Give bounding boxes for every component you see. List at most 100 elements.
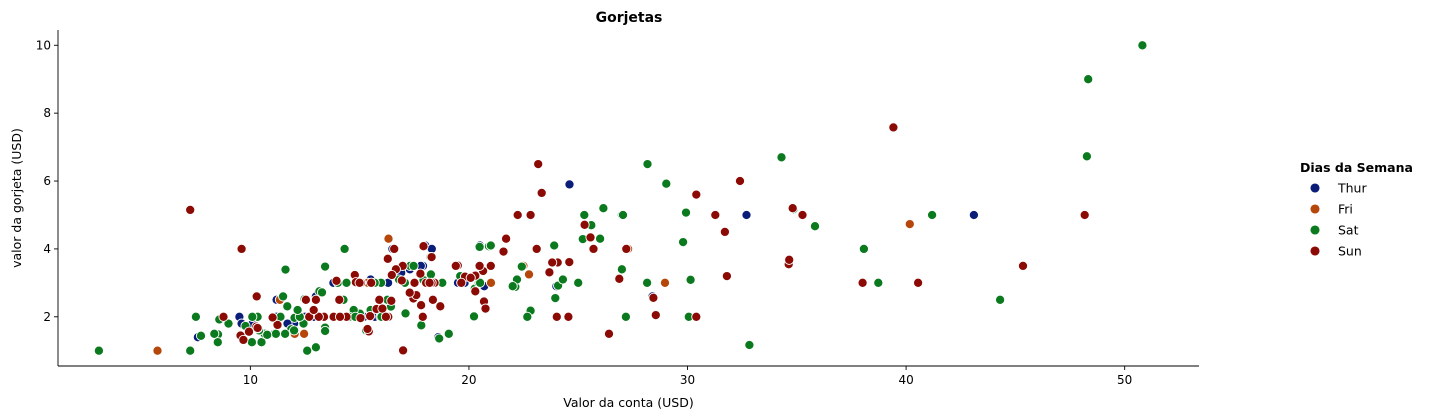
point-sun-82 xyxy=(480,303,491,314)
point-sat-40 xyxy=(995,294,1006,305)
point-sat-36 xyxy=(579,209,590,221)
point-sun-67 xyxy=(334,294,345,305)
point-sat-107 xyxy=(246,337,257,348)
point-sun-95 xyxy=(784,254,795,265)
x-axis-label: Valor da conta (USD) xyxy=(563,395,693,410)
legend-title: Dias da Semana xyxy=(1300,160,1413,175)
point-sun-80 xyxy=(648,292,659,303)
legend-label-sun: Sun xyxy=(1338,244,1362,259)
points-layer xyxy=(93,40,1148,356)
point-sun-25 xyxy=(416,300,427,311)
point-thur-38 xyxy=(564,179,575,190)
legend-marker-fri xyxy=(1309,203,1321,215)
point-sun-69 xyxy=(719,226,730,237)
point-fri-8 xyxy=(485,277,497,288)
point-sun-105 xyxy=(374,294,385,305)
point-sat-116 xyxy=(1083,74,1094,85)
point-sat-41 xyxy=(516,261,527,272)
point-sun-89 xyxy=(409,277,420,288)
point-sun-47 xyxy=(734,175,746,187)
point-sat-88 xyxy=(642,277,653,288)
x-tick-label-3: 40 xyxy=(898,373,913,387)
point-sun-46 xyxy=(512,209,523,221)
point-sun-5 xyxy=(579,219,590,230)
point-sun-54 xyxy=(585,232,596,243)
point-sun-90 xyxy=(236,243,247,254)
point-sat-100 xyxy=(316,287,328,298)
point-sun-56 xyxy=(857,277,868,288)
point-sun-106 xyxy=(485,260,496,271)
point-sun-107 xyxy=(308,304,319,316)
point-sat-73 xyxy=(212,337,223,348)
point-sun-15 xyxy=(498,246,509,257)
point-sat-121 xyxy=(573,277,584,288)
point-sat-114 xyxy=(416,320,427,331)
point-sun-93 xyxy=(531,243,542,254)
legend-label-fri: Fri xyxy=(1338,202,1353,217)
point-sun-87 xyxy=(551,311,562,322)
point-fri-2 xyxy=(152,345,163,356)
x-ticks: 10 20 30 40 50 xyxy=(243,366,1132,387)
point-sat-122 xyxy=(595,233,606,244)
point-sun-94 xyxy=(1017,260,1029,271)
point-sun-21 xyxy=(470,286,481,297)
legend-label-sat: Sat xyxy=(1338,223,1359,238)
point-sun-91 xyxy=(380,311,391,322)
point-sun-63 xyxy=(426,252,437,263)
point-sun-62 xyxy=(267,312,278,323)
point-sat-110 xyxy=(809,221,821,232)
point-sun-97 xyxy=(450,260,461,271)
point-sat-23 xyxy=(1081,151,1092,162)
point-sun-101 xyxy=(424,277,435,288)
point-sat-137 xyxy=(278,291,289,302)
point-sun-34 xyxy=(415,268,426,279)
point-sun-7 xyxy=(614,273,625,284)
point-sun-37 xyxy=(396,275,407,286)
point-sat-51 xyxy=(550,293,561,304)
point-fri-0 xyxy=(659,277,671,288)
point-fri-4 xyxy=(523,269,535,280)
point-sat-78 xyxy=(408,260,419,271)
point-sat-125 xyxy=(475,277,486,288)
point-fri-3 xyxy=(383,233,394,244)
y-ticks: 2 4 6 8 10 xyxy=(36,38,58,324)
point-sat-145 xyxy=(507,281,518,292)
point-sun-78 xyxy=(366,277,377,288)
point-sat-54 xyxy=(680,207,692,218)
point-sat-104 xyxy=(280,264,291,275)
point-sat-93 xyxy=(320,261,331,272)
point-sun-38 xyxy=(435,301,446,312)
point-thur-33 xyxy=(968,209,979,221)
point-sun-75 xyxy=(417,311,428,322)
point-sun-52 xyxy=(787,203,798,214)
point-fri-9 xyxy=(299,328,310,339)
point-sun-68 xyxy=(536,187,547,198)
y-tick-label-3: 8 xyxy=(43,106,51,120)
point-sun-72 xyxy=(474,260,485,271)
point-sun-76 xyxy=(362,323,373,335)
point-sat-72 xyxy=(425,269,436,280)
point-sat-49 xyxy=(185,345,196,356)
point-sat-131 xyxy=(400,308,411,319)
chart-title: Gorjetas xyxy=(596,10,663,26)
point-sun-96 xyxy=(547,257,558,268)
point-sun-23 xyxy=(888,122,899,133)
point-sat-87 xyxy=(190,311,201,322)
point-sat-140 xyxy=(485,240,496,251)
point-sun-4 xyxy=(564,257,575,268)
point-sat-134 xyxy=(310,342,321,353)
point-sun-58 xyxy=(272,319,283,330)
point-sun-84 xyxy=(691,311,702,322)
legend-marker-sat xyxy=(1309,224,1321,236)
point-sat-105 xyxy=(262,329,273,340)
point-sun-53 xyxy=(243,326,255,337)
x-tick-label-1: 20 xyxy=(461,373,476,387)
point-sun-100 xyxy=(310,294,321,305)
point-fri-5 xyxy=(904,219,915,230)
point-sun-108 xyxy=(334,311,346,322)
point-sun-70 xyxy=(563,311,574,322)
point-sun-81 xyxy=(913,277,924,288)
point-sat-68 xyxy=(443,328,454,339)
point-sun-28 xyxy=(501,233,512,244)
point-sun-99 xyxy=(354,277,365,288)
